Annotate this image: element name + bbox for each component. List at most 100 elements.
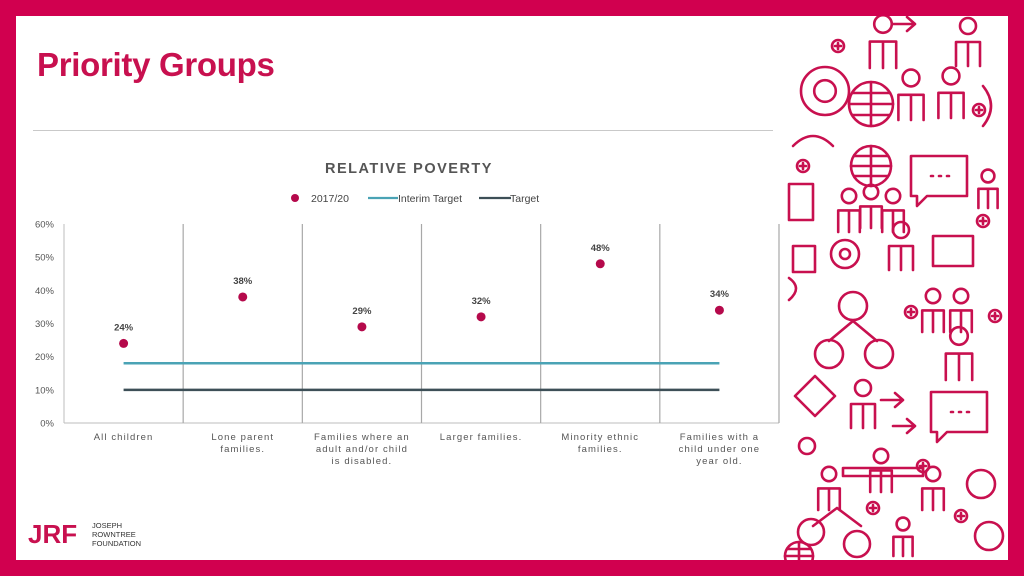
y-tick-label: 0% xyxy=(40,419,54,430)
legend-label-interim-target: Interim Target xyxy=(398,193,462,205)
x-category-label: Larger families. xyxy=(440,432,523,443)
table-icon xyxy=(841,466,925,478)
network-icon xyxy=(827,319,879,343)
person-icon xyxy=(820,465,838,483)
x-category-label: All children xyxy=(94,432,154,443)
plus-circle-icon xyxy=(971,102,987,118)
person-icon xyxy=(952,287,970,305)
arrow-icon xyxy=(891,16,917,33)
person-body-icon xyxy=(887,244,915,272)
plus-circle-icon xyxy=(953,508,969,524)
logo-mark: JRF xyxy=(28,519,77,549)
x-category-label: Families with a xyxy=(680,432,759,443)
y-tick-label: 60% xyxy=(35,220,55,231)
speech-bubble-icon xyxy=(929,390,989,444)
plus-icon xyxy=(978,216,988,226)
globe-lines-icon xyxy=(849,144,893,188)
plus-circle-icon xyxy=(903,304,919,320)
person-body-icon xyxy=(858,205,884,230)
x-category-label: year old. xyxy=(696,456,742,467)
person-body-icon xyxy=(836,209,862,234)
arc-icon xyxy=(981,84,993,128)
data-label: 32% xyxy=(472,296,492,307)
person-body-icon xyxy=(892,535,914,558)
person-icon xyxy=(924,465,942,483)
plus-icon xyxy=(956,511,966,521)
data-label: 48% xyxy=(591,243,611,254)
plus-circle-icon xyxy=(987,308,1003,324)
x-category-label: Minority ethnic xyxy=(561,432,639,443)
person-icon xyxy=(862,183,880,201)
data-point xyxy=(476,312,486,322)
person-icon xyxy=(891,220,911,240)
fist-icon xyxy=(791,244,817,274)
person-body-icon xyxy=(816,487,842,512)
y-tick-label: 10% xyxy=(35,385,55,396)
legend-label-2017-20: 2017/20 xyxy=(311,193,349,205)
person-body-icon xyxy=(977,187,999,210)
data-point xyxy=(595,259,605,269)
plus-circle-icon xyxy=(830,38,846,54)
data-point xyxy=(357,322,367,332)
avatar-icon xyxy=(965,468,997,500)
legend-label-target: Target xyxy=(510,193,539,205)
avatar-icon xyxy=(837,290,869,322)
network-icon xyxy=(811,506,863,528)
arrow-icon xyxy=(891,417,917,435)
speech-bubble-icon xyxy=(909,154,969,208)
person-body-icon xyxy=(954,40,982,68)
data-label: 34% xyxy=(710,289,730,300)
x-category-label: Lone parent xyxy=(211,432,274,443)
person-body-icon xyxy=(944,352,974,382)
person-icon xyxy=(941,66,961,86)
plus-icon xyxy=(990,311,1000,321)
data-label: 29% xyxy=(352,306,372,317)
person-body-icon xyxy=(849,402,877,430)
arrow-icon xyxy=(879,391,905,409)
plus-icon xyxy=(833,41,843,51)
jrf-logo: JRF JOSEPH ROWNTREE FOUNDATION xyxy=(28,519,141,549)
small-target-icon xyxy=(797,436,817,456)
y-tick-label: 50% xyxy=(35,253,55,264)
globe-lines-icon xyxy=(783,540,815,560)
y-tick-label: 40% xyxy=(35,286,55,297)
person-icon xyxy=(872,447,890,465)
avatar-icon xyxy=(973,520,1005,552)
target-icon xyxy=(829,238,861,270)
data-point xyxy=(238,292,248,302)
person-icon xyxy=(948,325,970,347)
title-divider xyxy=(33,130,773,131)
plus-icon xyxy=(906,307,916,317)
person-icon xyxy=(872,16,894,35)
avatar-icon xyxy=(813,338,845,370)
globe-lines-icon xyxy=(847,80,895,128)
data-label: 24% xyxy=(114,322,134,333)
gear-icon xyxy=(799,65,851,117)
x-category-label: adult and/or child xyxy=(316,444,408,455)
person-body-icon xyxy=(920,309,946,334)
data-label: 38% xyxy=(233,276,253,287)
poverty-chart: RELATIVE POVERTY 2017/20 Interim Target Tar… xyxy=(35,161,780,467)
data-point xyxy=(119,338,129,348)
x-category-label: families. xyxy=(220,444,265,455)
person-icon xyxy=(980,168,996,184)
person-icon xyxy=(901,68,921,88)
arc-icon xyxy=(787,276,798,302)
person-icon xyxy=(840,187,858,205)
book-icon xyxy=(793,374,837,418)
x-category-label: child under one xyxy=(679,444,760,455)
data-point xyxy=(714,305,724,315)
avatar-icon xyxy=(863,338,895,370)
y-tick-label: 20% xyxy=(35,352,55,363)
decorative-icon-panel xyxy=(783,16,1005,560)
x-category-label: is disabled. xyxy=(332,456,393,467)
x-category-label: families. xyxy=(578,444,623,455)
person-body-icon xyxy=(937,91,965,120)
avatar-icon xyxy=(842,529,872,559)
person-icon xyxy=(884,187,902,205)
device-icon xyxy=(787,182,815,222)
plus-icon xyxy=(974,105,984,115)
person-body-icon xyxy=(897,93,925,122)
person-body-icon xyxy=(920,487,946,512)
person-body-icon xyxy=(868,40,898,70)
